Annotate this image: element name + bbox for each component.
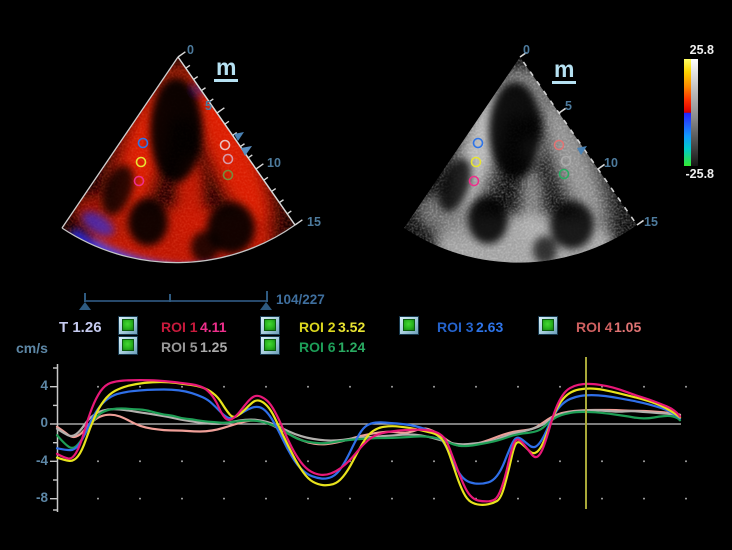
timeline-right-handle[interactable] xyxy=(260,302,272,310)
roi4-value: 1.05 xyxy=(614,319,642,335)
roi2-marker-left[interactable] xyxy=(135,156,147,168)
depth-label-5-left: 5 xyxy=(205,99,212,113)
vendor-logo: m xyxy=(214,54,239,82)
roi3-checkbox-state xyxy=(403,319,415,331)
curve-roi1 xyxy=(55,379,682,503)
roi4-marker-right[interactable] xyxy=(553,139,565,151)
roi3-marker-left[interactable] xyxy=(137,137,149,149)
velocity-colorbar: 25.8 -25.8 xyxy=(676,44,714,180)
roi4-checkbox-state xyxy=(542,319,554,331)
velocity-waveform-plot xyxy=(50,364,687,512)
roi6-marker-right[interactable] xyxy=(558,168,570,180)
roi2-checkbox[interactable] xyxy=(260,316,280,335)
depth-label-5-right: 5 xyxy=(565,99,572,113)
roi6-value: 1.24 xyxy=(338,339,366,355)
vendor-logo: m xyxy=(552,56,577,84)
roi1-label: ROI 1 xyxy=(161,319,198,335)
roi5-marker-left[interactable] xyxy=(222,153,234,165)
colorbar-min-label: -25.8 xyxy=(685,166,715,181)
left-roi-markers xyxy=(133,137,234,187)
colorbar-max-label: 25.8 xyxy=(689,43,714,57)
roi5-checkbox[interactable] xyxy=(118,336,138,355)
colorbar-color-scale xyxy=(684,58,691,166)
roi1-checkbox-state xyxy=(122,319,134,331)
roi5-marker-right[interactable] xyxy=(560,155,572,167)
timeline-start-tick xyxy=(84,293,86,302)
dotted-gridlines xyxy=(97,385,687,500)
roi5-label: ROI 5 xyxy=(161,339,198,355)
y-tick-neg4: -4 xyxy=(35,453,48,468)
roi2-checkbox-state xyxy=(264,319,276,331)
roi4-label: ROI 4 xyxy=(576,319,613,335)
left-depth-ruler xyxy=(177,51,303,226)
roi5-value: 1.25 xyxy=(200,339,228,355)
roi1-marker-right[interactable] xyxy=(468,175,480,187)
frame-counter: 104/227 xyxy=(276,292,325,307)
right-echo-image xyxy=(404,51,645,263)
pointer-arrow-icon xyxy=(234,132,244,141)
pointer-arrow-icon xyxy=(577,146,587,155)
y-tick-4: 4 xyxy=(40,378,48,393)
roi3-marker-right[interactable] xyxy=(472,137,484,149)
roi-velocity-curves xyxy=(55,379,682,506)
frame-cursor[interactable] xyxy=(585,357,587,509)
depth-label-0-right: 0 xyxy=(523,43,530,57)
y-axis-units-label: cm/s xyxy=(16,340,48,356)
y-tick-0: 0 xyxy=(40,415,48,430)
timeline-current-tick xyxy=(169,294,171,302)
roi3-label: ROI 3 xyxy=(437,319,474,335)
depth-label-10-left: 10 xyxy=(267,156,281,170)
pointer-arrow-icon xyxy=(241,146,252,156)
right-depth-ruler xyxy=(519,51,645,226)
depth-label-0-left: 0 xyxy=(187,43,194,57)
roi3-checkbox[interactable] xyxy=(399,316,419,335)
roi1-marker-left[interactable] xyxy=(133,175,145,187)
roi4-checkbox[interactable] xyxy=(538,316,558,335)
depth-label-15-left: 15 xyxy=(307,215,321,229)
roi6-label: ROI 6 xyxy=(299,339,336,355)
timeline-left-handle[interactable] xyxy=(79,302,91,310)
roi2-label: ROI 2 xyxy=(299,319,336,335)
roi6-marker-left[interactable] xyxy=(222,169,234,181)
roi2-marker-right[interactable] xyxy=(470,156,482,168)
y-axis-ticks xyxy=(50,367,57,511)
y-tick-neg8: -8 xyxy=(35,490,48,505)
roi5-checkbox-state xyxy=(122,339,134,351)
right-roi-markers xyxy=(468,137,572,187)
roi3-value: 2.63 xyxy=(476,319,504,335)
curve-roi4 xyxy=(55,408,682,448)
timeline-end-tick xyxy=(266,291,268,302)
ultrasound-images-canvas xyxy=(61,51,645,264)
time-value: T 1.26 xyxy=(59,319,102,336)
depth-label-10-right: 10 xyxy=(604,156,618,170)
timeline-scrubber[interactable] xyxy=(85,300,268,302)
roi2-value: 3.52 xyxy=(338,319,366,335)
roi6-checkbox-state xyxy=(264,339,276,351)
roi4-marker-left[interactable] xyxy=(219,139,231,151)
roi1-value: 4.11 xyxy=(200,319,227,335)
roi1-checkbox[interactable] xyxy=(118,316,138,335)
roi6-checkbox[interactable] xyxy=(260,336,280,355)
colorbar-gray-scale xyxy=(691,58,698,166)
depth-label-15-right: 15 xyxy=(644,215,658,229)
